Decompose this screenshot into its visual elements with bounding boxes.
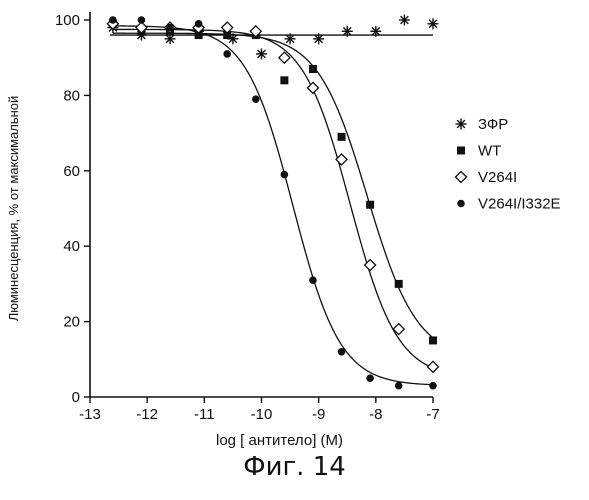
data-point [166, 24, 174, 32]
legend-label: V264I [478, 169, 517, 186]
y-tick-label: 80 [63, 87, 80, 104]
data-point [307, 82, 318, 93]
legend-label: ЗФР [478, 116, 508, 133]
x-axis-title: log [ антитело] (M) [216, 432, 343, 449]
legend-marker [457, 147, 465, 155]
legend-item: WT [457, 143, 501, 160]
series-points [109, 20, 437, 345]
fit-curve [113, 33, 433, 338]
data-point [252, 95, 260, 103]
x-tick-label: -7 [426, 406, 439, 423]
data-point [309, 65, 317, 73]
legend-marker [456, 172, 467, 183]
data-point [223, 50, 231, 58]
data-point [428, 361, 439, 372]
legend-item: ЗФР [456, 116, 509, 133]
series-points [107, 15, 438, 60]
data-point [338, 348, 346, 356]
x-tick-label: -9 [312, 406, 325, 423]
axes: -13 -12 -11 -10 -9 -8 -7 0 20 40 60 80 100 log [ анти… [6, 12, 440, 449]
legend: ЗФР WT V264I V264I/I332E [456, 116, 561, 213]
legend-item: V264I/I332E [457, 196, 560, 213]
data-point [138, 16, 146, 24]
data-point [336, 154, 347, 165]
data-point [280, 76, 288, 84]
y-tick-label: 40 [63, 238, 80, 255]
data-point [395, 280, 403, 288]
chart: -13 -12 -11 -10 -9 -8 -7 0 20 40 60 80 100 log [ анти… [0, 0, 589, 452]
y-tick-label: 0 [72, 389, 80, 406]
data-point [428, 18, 439, 29]
x-tick-label: -13 [79, 406, 101, 423]
x-tick-label: -8 [369, 406, 382, 423]
legend-label: V264I/I332E [478, 196, 561, 213]
data-point [338, 133, 346, 141]
y-tick-label: 100 [55, 12, 80, 29]
data-point [285, 33, 296, 44]
data-point [370, 26, 381, 37]
x-tick-label: -10 [251, 406, 273, 423]
data-point [313, 33, 324, 44]
y-tick-label: 60 [63, 163, 80, 180]
y-axis-title: Люминесценция, % от максимальной [6, 96, 21, 322]
data-point [309, 276, 317, 284]
y-tick-label: 20 [63, 314, 80, 331]
data-point [429, 336, 437, 344]
fit-curves [110, 26, 433, 385]
data-point [366, 201, 374, 209]
data-points [107, 15, 438, 390]
fit-curve [113, 29, 433, 368]
series-points [109, 16, 437, 389]
data-point [109, 16, 117, 24]
legend-item: V264I [456, 169, 518, 186]
series-points [107, 18, 438, 372]
data-point [399, 15, 410, 26]
data-point [366, 374, 374, 382]
data-point [395, 382, 403, 390]
legend-marker [456, 119, 467, 130]
legend-marker [457, 200, 465, 208]
figure-caption: Фиг. 14 [0, 452, 589, 482]
data-point [281, 171, 289, 179]
data-point [429, 382, 437, 390]
fit-curve [113, 26, 433, 385]
data-point [256, 48, 267, 59]
legend-label: WT [478, 143, 501, 160]
data-point [195, 20, 203, 28]
x-tick-label: -11 [194, 406, 215, 423]
x-tick-label: -12 [136, 406, 158, 423]
data-point [342, 26, 353, 37]
